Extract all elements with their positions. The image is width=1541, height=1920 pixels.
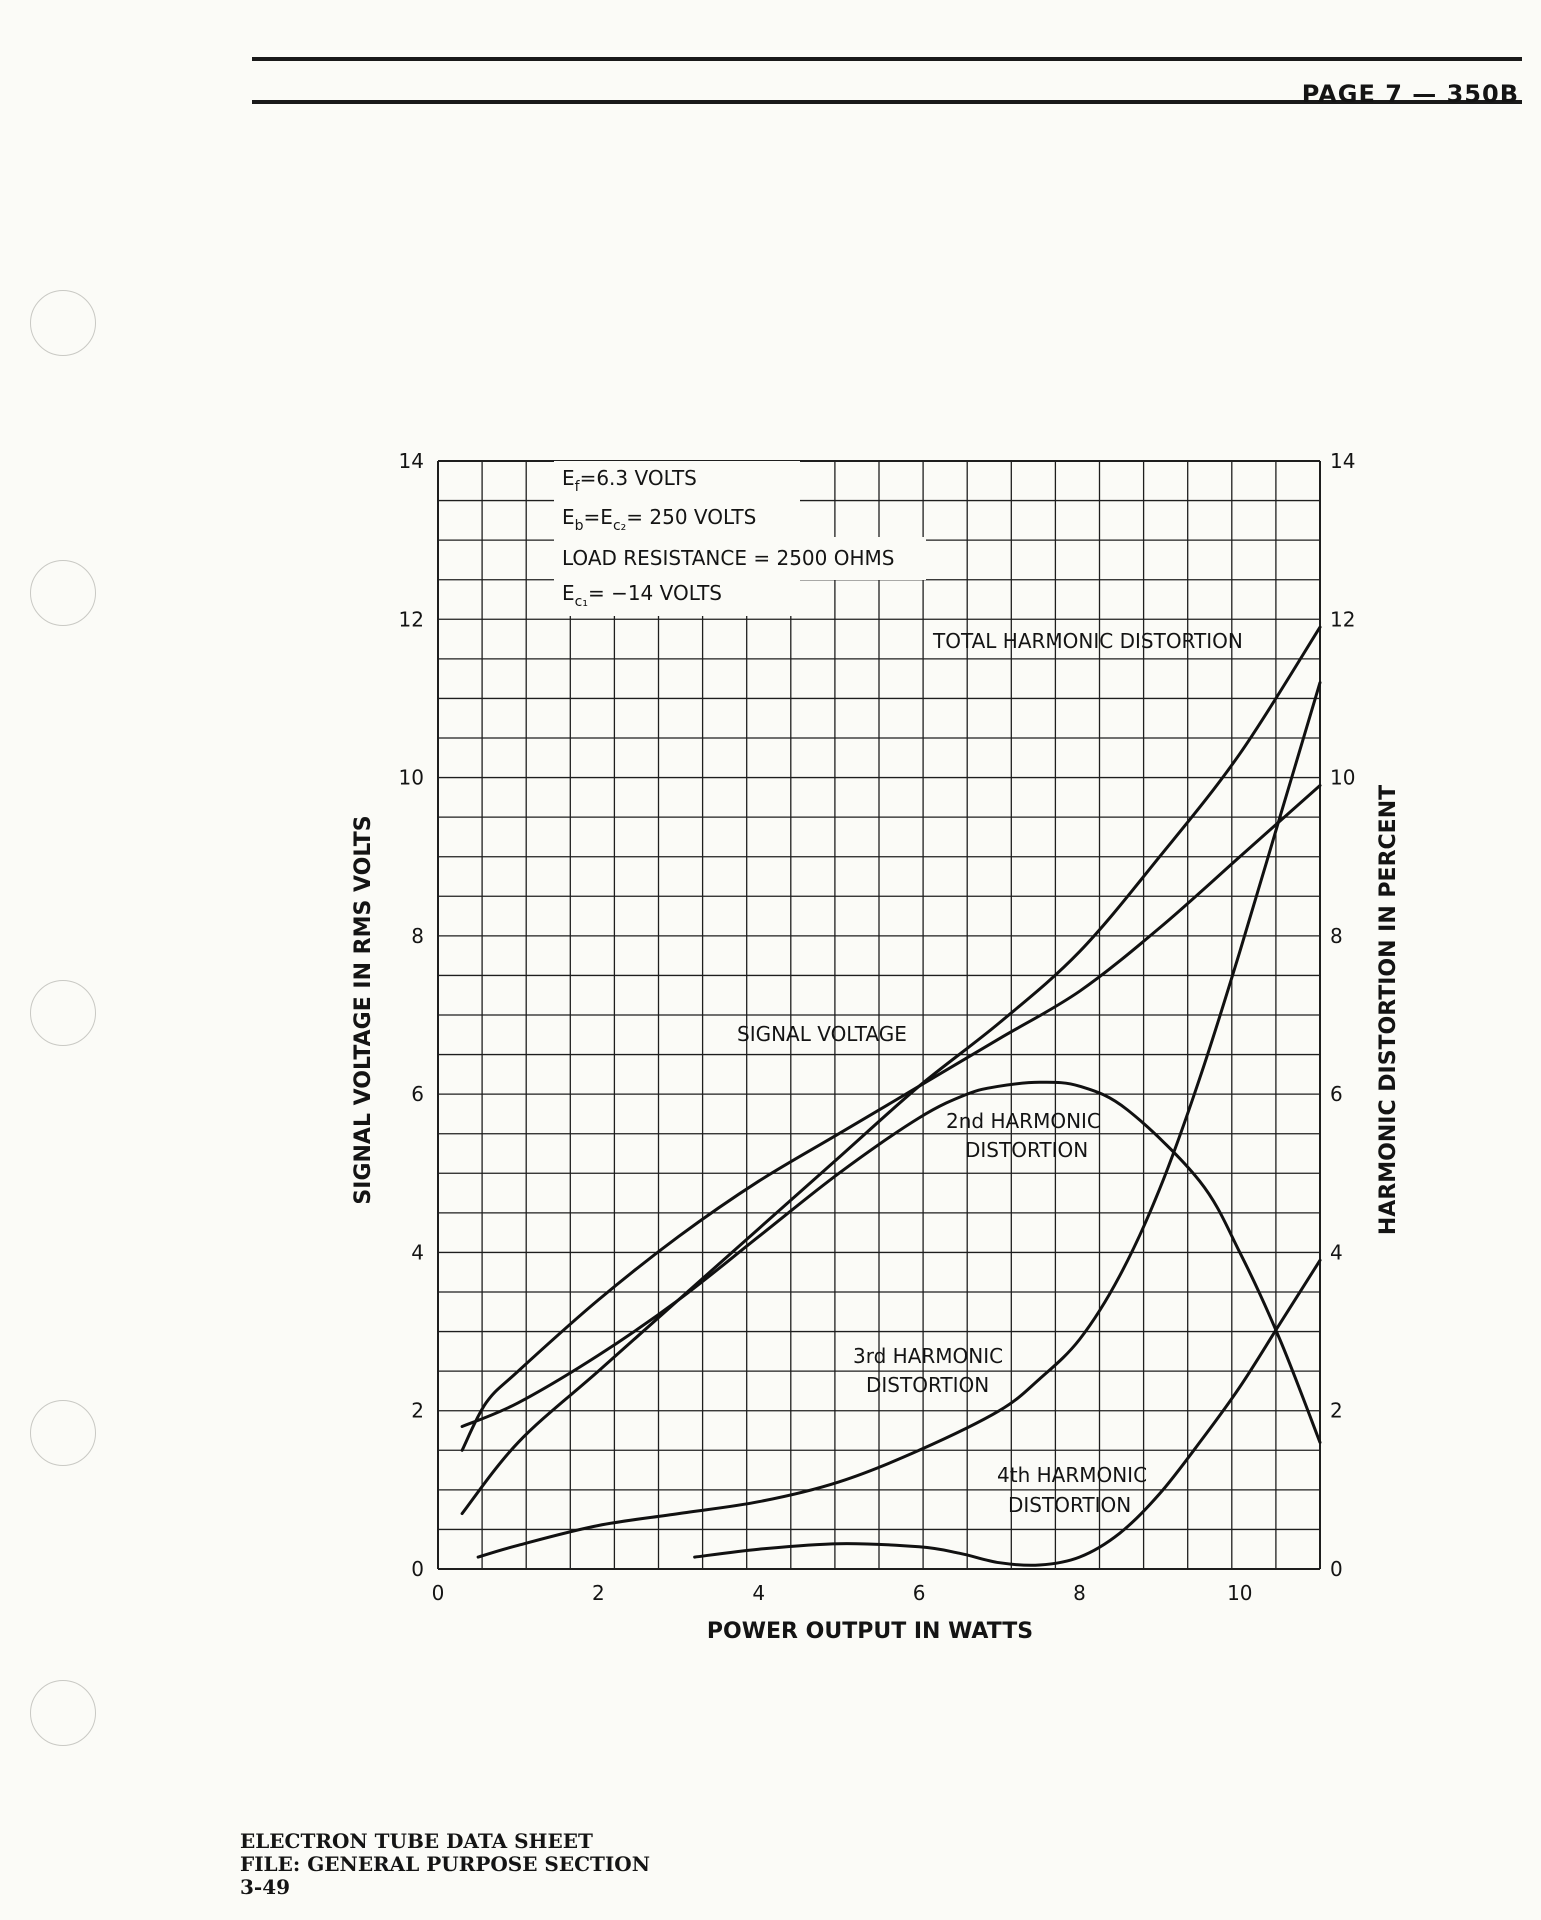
punch-hole-3 [30,980,96,1046]
y-tick-label-left: 8 [411,924,424,948]
y-tick-label-left: 2 [411,1399,424,1423]
curve-signal-voltage [460,784,1322,1452]
y-axis-label-right: HARMONIC DISTORTION IN PERCENT [1376,785,1401,1235]
y-tick-label-right: 0 [1330,1557,1343,1581]
y-tick-label-left: 6 [411,1082,424,1106]
x-tick-label: 0 [432,1581,445,1605]
condition-ec1: Ec₁= −14 VOLTS [562,581,722,610]
x-tick-label: 10 [1227,1581,1252,1605]
footer-title: ELECTRON TUBE DATA SHEET [240,1829,593,1853]
chart-ticks: 0 2 4 6 8 10 0 2 4 6 8 10 12 14 0 2 4 6 8 10 12 14 [399,449,1356,1605]
label-4th-harmonic-1: 4th HARMONIC [997,1463,1147,1487]
punch-hole-1 [30,290,96,356]
y-tick-label-right: 2 [1330,1399,1343,1423]
conditions-box-load [554,537,926,580]
chart-curves [460,625,1322,1567]
chart-grid [437,460,1321,1570]
condition-eb: Eb=Ec₂= 250 VOLTS [562,505,756,534]
label-2nd-harmonic-1: 2nd HARMONIC [946,1109,1101,1133]
footer-file: FILE: GENERAL PURPOSE SECTION [240,1852,650,1876]
label-signal-voltage: SIGNAL VOLTAGE [737,1022,907,1046]
y-tick-label-right: 6 [1330,1082,1343,1106]
condition-ef: Ef=6.3 VOLTS [562,466,697,495]
punch-hole-5 [30,1680,96,1746]
x-tick-label: 4 [752,1581,765,1605]
header-rule-bottom [252,100,1522,104]
y-axis-label-left: SIGNAL VOLTAGE IN RMS VOLTS [351,815,376,1204]
label-total-harmonic: TOTAL HARMONIC DISTORTION [932,629,1243,653]
y-tick-label-left: 10 [399,766,424,790]
y-tick-label-right: 8 [1330,924,1343,948]
label-3rd-harmonic-2: DISTORTION [866,1373,989,1397]
label-2nd-harmonic-2: DISTORTION [965,1138,1088,1162]
x-axis-label: POWER OUTPUT IN WATTS [707,1619,1033,1644]
curve-total-harmonic-distortion [460,625,1322,1516]
x-tick-label: 6 [913,1581,926,1605]
header-rule-top [252,57,1522,61]
y-tick-label-left: 12 [399,607,424,631]
y-tick-label-right: 14 [1330,449,1355,473]
y-tick-label-right: 4 [1330,1240,1343,1264]
footer-date: 3-49 [240,1875,291,1899]
y-tick-label-right: 10 [1330,766,1355,790]
y-tick-label-left: 4 [411,1240,424,1264]
label-4th-harmonic-2: DISTORTION [1008,1493,1131,1517]
condition-load: LOAD RESISTANCE = 2500 OHMS [562,546,894,570]
page-number: PAGE 7 — 350B [1301,80,1519,108]
y-tick-label-left: 14 [399,449,424,473]
curve-3rd-harmonic-distortion [476,681,1322,1559]
x-tick-label: 2 [592,1581,605,1605]
x-tick-label: 8 [1073,1581,1086,1605]
curve-2nd-harmonic-distortion [460,1080,1322,1444]
footer-block: ELECTRON TUBE DATA SHEET FILE: GENERAL P… [240,1830,650,1899]
y-tick-label-right: 12 [1330,607,1355,631]
curve-4th-harmonic-distortion [693,1258,1322,1567]
punch-hole-4 [30,1400,96,1466]
punch-hole-2 [30,560,96,626]
y-tick-label-left: 0 [411,1557,424,1581]
label-3rd-harmonic-1: 3rd HARMONIC [853,1344,1003,1368]
